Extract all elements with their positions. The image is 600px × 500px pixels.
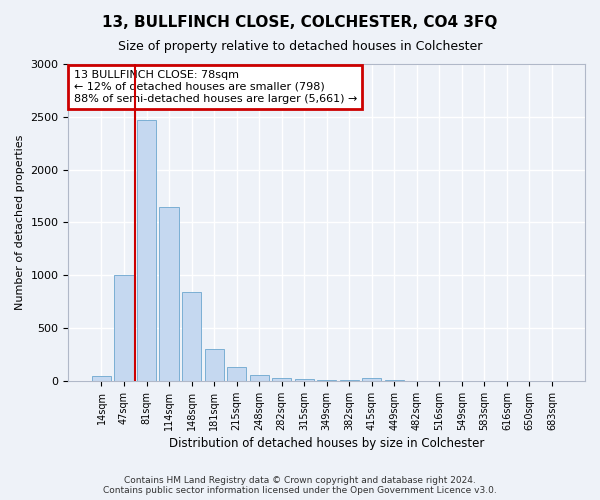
Bar [295,379,314,381]
Bar [205,350,224,381]
Y-axis label: Number of detached properties: Number of detached properties [15,135,25,310]
Bar [182,292,201,381]
Bar [385,380,404,381]
Bar [340,380,359,381]
X-axis label: Distribution of detached houses by size in Colchester: Distribution of detached houses by size … [169,437,484,450]
Bar [92,376,111,381]
Text: 13 BULLFINCH CLOSE: 78sqm
← 12% of detached houses are smaller (798)
88% of semi: 13 BULLFINCH CLOSE: 78sqm ← 12% of detac… [74,70,357,104]
Text: Contains HM Land Registry data © Crown copyright and database right 2024.
Contai: Contains HM Land Registry data © Crown c… [103,476,497,495]
Bar [115,276,134,381]
Bar [362,378,382,381]
Text: Size of property relative to detached houses in Colchester: Size of property relative to detached ho… [118,40,482,53]
Bar [250,375,269,381]
Bar [317,380,336,381]
Bar [227,367,246,381]
Bar [272,378,291,381]
Bar [160,206,179,381]
Text: 13, BULLFINCH CLOSE, COLCHESTER, CO4 3FQ: 13, BULLFINCH CLOSE, COLCHESTER, CO4 3FQ [103,15,497,30]
Bar [137,120,156,381]
